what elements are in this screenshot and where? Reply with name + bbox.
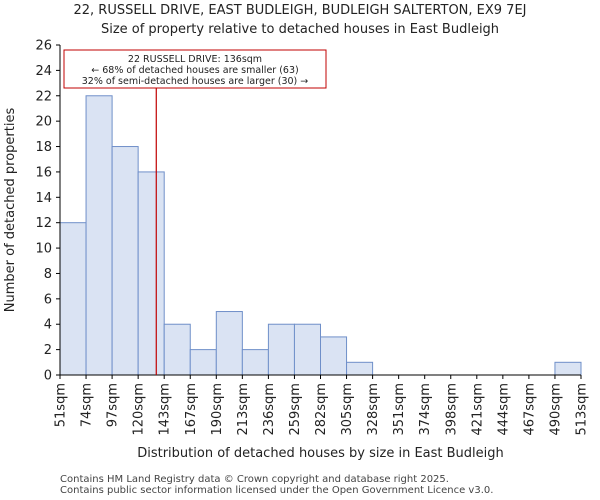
y-tick-label: 24 — [35, 64, 52, 79]
x-tick-label: 351sqm — [392, 383, 407, 436]
x-tick-label: 305sqm — [340, 383, 355, 436]
histogram-bar — [59, 222, 87, 376]
histogram-bar — [111, 146, 139, 376]
histogram-bar — [293, 323, 322, 376]
x-tick-label: 444sqm — [496, 383, 511, 436]
x-tick-label: 374sqm — [418, 383, 433, 436]
chart-title: 22, RUSSELL DRIVE, EAST BUDLEIGH, BUDLEI… — [73, 3, 527, 18]
x-tick-label: 398sqm — [444, 383, 459, 436]
x-tick-label: 467sqm — [522, 383, 537, 436]
histogram-bar — [85, 95, 113, 376]
y-tick-label: 0 — [44, 369, 52, 384]
x-tick-label: 328sqm — [366, 383, 381, 436]
x-tick-label: 190sqm — [210, 383, 225, 436]
histogram-bar — [241, 349, 269, 376]
y-tick-label: 12 — [35, 216, 52, 231]
histogram-bar — [267, 323, 295, 376]
y-tick-label: 14 — [35, 191, 52, 206]
x-tick-label: 513sqm — [575, 383, 590, 436]
y-tick-label: 8 — [44, 267, 52, 282]
x-tick-label: 51sqm — [54, 383, 69, 427]
annotation-box — [63, 49, 327, 89]
annotation-line: ← 68% of detached houses are smaller (63… — [91, 65, 298, 76]
y-tick-label: 18 — [35, 140, 52, 155]
y-tick-label: 20 — [35, 115, 52, 130]
y-tick-label: 4 — [44, 318, 52, 333]
annotation-line: 22 RUSSELL DRIVE: 136sqm — [128, 54, 262, 65]
x-tick-label: 74sqm — [80, 383, 95, 427]
x-tick-label: 120sqm — [132, 383, 147, 436]
x-tick-label: 236sqm — [262, 383, 277, 436]
histogram-bar — [554, 361, 582, 376]
y-tick-label: 26 — [35, 39, 52, 54]
footer-licence: Contains public sector information licen… — [60, 485, 494, 496]
x-tick-label: 259sqm — [288, 383, 303, 436]
x-tick-label: 167sqm — [184, 383, 199, 436]
x-tick-label: 213sqm — [236, 383, 251, 436]
y-tick-label: 10 — [35, 242, 52, 257]
y-axis-label: Number of detached properties — [3, 108, 18, 313]
footer-copyright: Contains HM Land Registry data © Crown c… — [60, 474, 449, 485]
x-tick-label: 97sqm — [106, 383, 121, 427]
chart-subtitle: Size of property relative to detached ho… — [100, 22, 500, 37]
x-tick-label: 490sqm — [548, 383, 563, 436]
histogram-bar — [320, 336, 348, 376]
histogram-bar — [163, 323, 191, 376]
y-tick-label: 22 — [35, 89, 52, 104]
histogram-bar — [346, 361, 374, 376]
histogram-bar — [215, 311, 243, 376]
x-tick-label: 143sqm — [158, 383, 173, 436]
histogram-bar — [137, 171, 165, 376]
y-tick-label: 16 — [35, 165, 52, 180]
y-tick-label: 2 — [44, 343, 52, 358]
y-tick-label: 6 — [44, 292, 52, 307]
x-tick-label: 421sqm — [470, 383, 485, 436]
x-tick-label: 282sqm — [314, 383, 329, 436]
x-axis-label: Distribution of detached houses by size … — [137, 446, 504, 461]
annotation-line: 32% of semi-detached houses are larger (… — [82, 76, 309, 87]
histogram-bar — [189, 349, 217, 376]
